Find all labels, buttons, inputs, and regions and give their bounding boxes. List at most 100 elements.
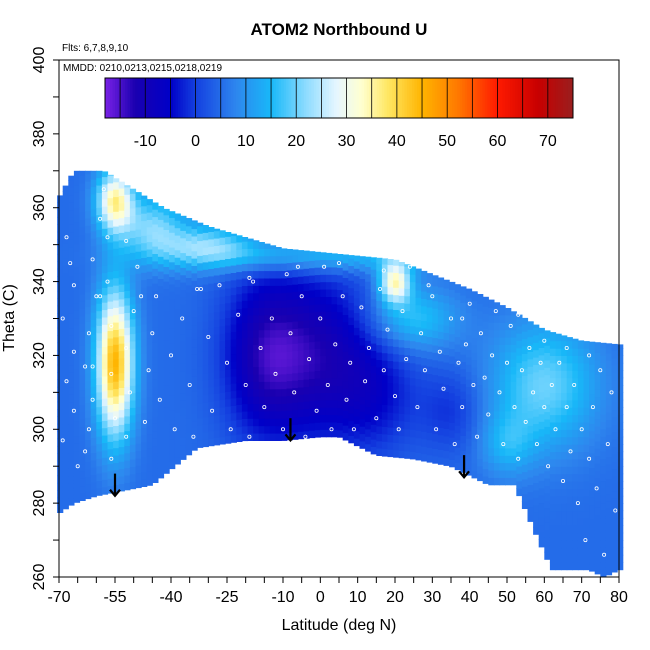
- heatmap-cell: [163, 465, 170, 474]
- heatmap-cell: [404, 406, 411, 415]
- heatmap-cell: [605, 419, 613, 428]
- heatmap-cell: [230, 331, 237, 340]
- heatmap-cell: [124, 260, 131, 269]
- heatmap-cell: [376, 292, 383, 301]
- heatmap-cell: [230, 390, 237, 399]
- observation-point: [198, 286, 203, 291]
- heatmap-cell: [146, 448, 153, 457]
- heatmap-cell: [398, 413, 405, 422]
- heatmap-cell: [353, 319, 361, 328]
- heatmap-cell: [348, 309, 355, 318]
- heatmap-cell: [549, 503, 557, 512]
- observation-point: [579, 427, 584, 432]
- heatmap-cell: [437, 427, 445, 436]
- heatmap-cell: [57, 431, 64, 440]
- heatmap-cell: [253, 396, 260, 405]
- heatmap-cell: [465, 415, 473, 424]
- heatmap-cell: [432, 308, 439, 316]
- heatmap-cell: [488, 344, 495, 353]
- heatmap-cell: [124, 319, 131, 328]
- heatmap-cell: [96, 406, 103, 415]
- heatmap-cell: [297, 298, 305, 307]
- heatmap-cell: [309, 267, 316, 276]
- heatmap-cell: [370, 298, 377, 307]
- heatmap-cell: [359, 403, 366, 412]
- heatmap-cell: [572, 503, 579, 512]
- heatmap-cell: [381, 323, 389, 331]
- heatmap-cell: [359, 359, 366, 368]
- colorbar-swatch: [555, 78, 559, 118]
- heatmap-cell: [583, 540, 590, 549]
- heatmap-cell: [600, 547, 607, 555]
- heatmap-cell: [286, 284, 293, 293]
- heatmap-cell: [460, 442, 467, 451]
- heatmap-cell: [146, 470, 153, 479]
- colorbar-swatch: [505, 78, 509, 118]
- heatmap-cell: [85, 417, 92, 426]
- heatmap-cell: [309, 311, 316, 320]
- heatmap-cell: [180, 245, 187, 254]
- heatmap-cell: [90, 201, 97, 210]
- heatmap-cell: [381, 374, 389, 383]
- heatmap-cell: [353, 415, 361, 424]
- heatmap-cell: [152, 475, 159, 483]
- heatmap-cell: [118, 298, 125, 307]
- heatmap-cell: [482, 357, 489, 366]
- heatmap-cell: [572, 540, 579, 549]
- heatmap-cell: [465, 327, 473, 336]
- heatmap-cell: [185, 380, 193, 389]
- observation-point: [191, 434, 196, 439]
- heatmap-cell: [549, 525, 557, 534]
- heatmap-cell: [264, 263, 271, 272]
- heatmap-cell: [527, 454, 534, 463]
- heatmap-cell: [146, 411, 153, 420]
- heatmap-cell: [561, 444, 568, 453]
- observation-point: [98, 294, 103, 299]
- heatmap-cell: [62, 287, 69, 296]
- heatmap-cell: [320, 355, 327, 364]
- heatmap-cell: [303, 334, 310, 343]
- heatmap-cell: [460, 420, 467, 429]
- heatmap-cell: [594, 477, 601, 486]
- heatmap-cell: [594, 418, 601, 427]
- heatmap-cell: [437, 434, 445, 443]
- heatmap-cell: [57, 416, 64, 425]
- heatmap-cell: [605, 375, 613, 384]
- heatmap-cell: [101, 206, 109, 215]
- colorbar-swatch: [462, 78, 466, 118]
- heatmap-cell: [191, 317, 198, 326]
- heatmap-cell: [527, 321, 534, 330]
- heatmap-cell: [460, 331, 467, 340]
- heatmap-cell: [185, 447, 193, 456]
- heatmap-cell: [314, 311, 321, 320]
- heatmap-cell: [107, 256, 114, 265]
- heatmap-cell: [488, 455, 495, 464]
- heatmap-cell: [185, 225, 193, 234]
- observation-point: [94, 294, 99, 299]
- heatmap-cell: [572, 562, 579, 571]
- colorbar-swatch: [316, 78, 320, 118]
- heatmap-cell: [488, 359, 495, 368]
- heatmap-cell: [219, 325, 226, 334]
- heatmap-cell: [157, 307, 165, 316]
- heatmap-cell: [561, 532, 568, 541]
- heatmap-cell: [253, 433, 260, 441]
- heatmap-cell: [566, 392, 573, 401]
- heatmap-cell: [600, 384, 607, 393]
- heatmap-cell: [337, 254, 344, 261]
- heatmap-cell: [141, 309, 148, 318]
- heatmap-cell: [174, 360, 181, 369]
- heatmap-cell: [297, 386, 305, 395]
- heatmap-cell: [68, 194, 75, 203]
- heatmap-cell: [348, 405, 355, 414]
- heatmap-cell: [197, 262, 204, 271]
- heatmap-cell: [107, 441, 114, 450]
- heatmap-cell: [208, 275, 215, 284]
- heatmap-cell: [471, 291, 478, 294]
- heatmap-cell: [460, 427, 467, 436]
- heatmap-cell: [197, 336, 204, 345]
- heatmap-cell: [85, 313, 92, 322]
- heatmap-cell: [426, 351, 433, 360]
- heatmap-cell: [79, 293, 86, 302]
- x-tick-label: 0: [316, 589, 325, 606]
